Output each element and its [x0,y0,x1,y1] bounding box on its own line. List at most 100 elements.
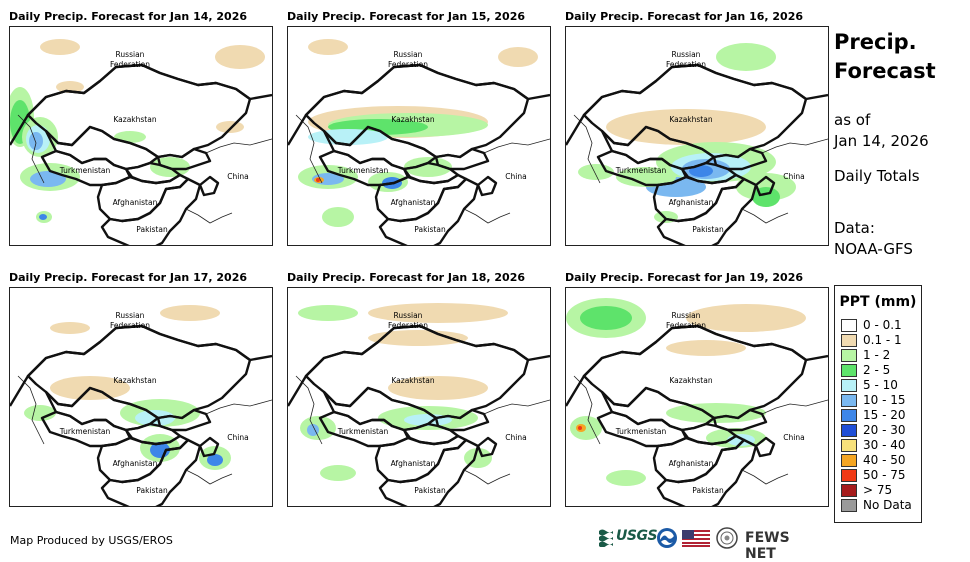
border-line [17,375,45,445]
precip-area [580,306,632,330]
country-label: China [227,433,248,442]
country-label: China [783,172,804,181]
legend-title: PPT (mm) [839,294,917,310]
precip-area [616,167,676,187]
border-line [205,399,272,415]
us-flag-logo [682,530,710,551]
border-line [295,114,323,184]
border-line [17,114,45,184]
precip-area [752,187,780,207]
country-label: Russian [116,50,145,59]
credit-text: Map Produced by USGS/EROS [10,534,173,547]
map-frame: Russian Federation Kazakhstan Turkmenistan A… [9,26,273,246]
seal-icon [716,527,738,549]
legend-swatch [841,349,857,362]
country-label: Kazakhstan [391,376,434,385]
panel-title: Daily Precip. Forecast for Jan 17, 2026 [9,271,248,284]
as-of-label: as of [834,111,871,129]
precip-area [307,424,319,436]
border-line [463,469,511,485]
country-border [198,175,220,197]
border-line [463,208,511,224]
legend-swatch [841,499,857,512]
precip-area [56,81,84,93]
legend-item: 20 - 30 [841,423,906,438]
data-source-label: Data: [834,219,875,237]
usgs-wave-icon [599,529,613,548]
legend-item: 50 - 75 [841,468,906,483]
country-border [754,175,776,197]
country-label: Afghanistan [113,459,158,468]
legend-label: 15 - 20 [863,408,906,422]
precip-area [215,45,265,69]
noaa-logo [656,527,678,553]
country-label: Kazakhstan [113,115,156,124]
precip-area [308,129,388,145]
country-label: Kazakhstan [113,376,156,385]
legend-label: 0 - 0.1 [863,318,902,332]
legend-item: 5 - 10 [841,378,898,393]
country-border [656,438,758,506]
fews-net-wordmark: FEWS NET [745,530,790,562]
country-label: Federation [388,321,428,330]
country-label: Russian [394,311,423,320]
precip-area [404,157,452,177]
country-label: Federation [110,321,150,330]
legend-swatch [841,424,857,437]
country-label: Russian [394,50,423,59]
legend-item: 10 - 15 [841,393,906,408]
border-line [741,208,789,224]
border-line [483,399,550,415]
legend-swatch [841,484,857,497]
country-label: Pakistan [414,486,446,495]
precip-area [50,322,90,334]
side-title: Precip. Forecast [834,28,936,86]
border-line [185,469,233,485]
legend-swatch [841,454,857,467]
country-label: Pakistan [692,225,724,234]
country-label: Turkmenistan [337,166,389,175]
legend-label: 50 - 75 [863,468,906,482]
country-border [476,175,498,197]
country-label: Federation [666,321,706,330]
legend-item: 2 - 5 [841,363,890,378]
precip-area [666,340,746,356]
precip-area [316,178,320,182]
precip-area [578,426,582,430]
country-label: Kazakhstan [391,115,434,124]
map-frame: Russian Federation Kazakhstan Turkmenistan A… [287,287,551,507]
country-label: Pakistan [414,225,446,234]
country-label: India [475,505,493,506]
precip-area [322,207,354,227]
panel-title: Daily Precip. Forecast for Jan 16, 2026 [565,10,804,23]
country-border [378,177,480,245]
country-label: Turkmenistan [59,427,111,436]
precip-area [30,171,66,187]
data-source-value: NOAA-GFS [834,240,913,258]
country-label: China [505,172,526,181]
precip-area [498,47,538,67]
country-label: Pakistan [692,486,724,495]
border-line [185,208,233,224]
legend-item: 30 - 40 [841,438,906,453]
legend-swatch [841,364,857,377]
border-line [573,375,601,445]
border-line [295,375,323,445]
country-label: Afghanistan [669,459,714,468]
as-of-date: Jan 14, 2026 [834,132,929,150]
country-label: India [753,244,771,245]
country-border [198,436,220,458]
precip-area [320,465,356,481]
us-flag-icon [682,530,710,547]
precip-area [368,330,468,346]
precip-area [308,39,348,55]
precip-area [135,410,175,426]
precip-area [298,305,358,321]
precip-area [716,43,776,71]
country-label: Turkmenistan [615,166,667,175]
legend-item: 0 - 0.1 [841,318,902,333]
legend-label: 2 - 5 [863,363,891,377]
